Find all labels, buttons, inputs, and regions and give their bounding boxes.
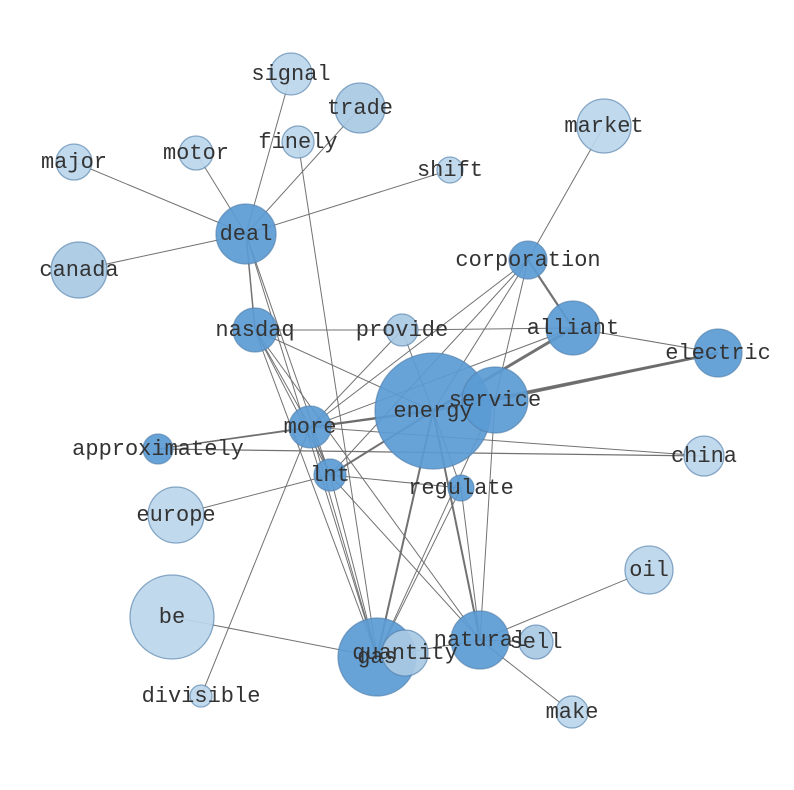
svg-text:market: market <box>564 114 643 139</box>
svg-text:china: china <box>671 444 737 469</box>
svg-text:quantity: quantity <box>352 641 458 666</box>
svg-text:lnt: lnt <box>310 463 350 488</box>
svg-text:provide: provide <box>356 318 448 343</box>
svg-text:approximately: approximately <box>72 437 244 462</box>
svg-text:make: make <box>546 700 599 725</box>
svg-text:sell: sell <box>510 630 563 655</box>
svg-text:divisible: divisible <box>142 684 261 709</box>
svg-text:be: be <box>159 605 185 630</box>
svg-text:nasdaq: nasdaq <box>215 318 294 343</box>
svg-text:corporation: corporation <box>455 248 600 273</box>
svg-text:motor: motor <box>163 141 229 166</box>
svg-text:alliant: alliant <box>527 316 619 341</box>
svg-text:signal: signal <box>251 62 330 87</box>
svg-text:more: more <box>284 415 337 440</box>
svg-text:service: service <box>449 388 541 413</box>
svg-text:europe: europe <box>136 503 215 528</box>
svg-text:canada: canada <box>39 258 118 283</box>
svg-text:trade: trade <box>327 96 393 121</box>
svg-text:regulate: regulate <box>408 476 514 501</box>
svg-text:shift: shift <box>417 158 483 183</box>
svg-text:deal: deal <box>220 222 273 247</box>
svg-text:finely: finely <box>258 130 337 155</box>
svg-text:major: major <box>41 150 107 175</box>
svg-text:oil: oil <box>629 558 669 583</box>
svg-text:electric: electric <box>665 341 771 366</box>
